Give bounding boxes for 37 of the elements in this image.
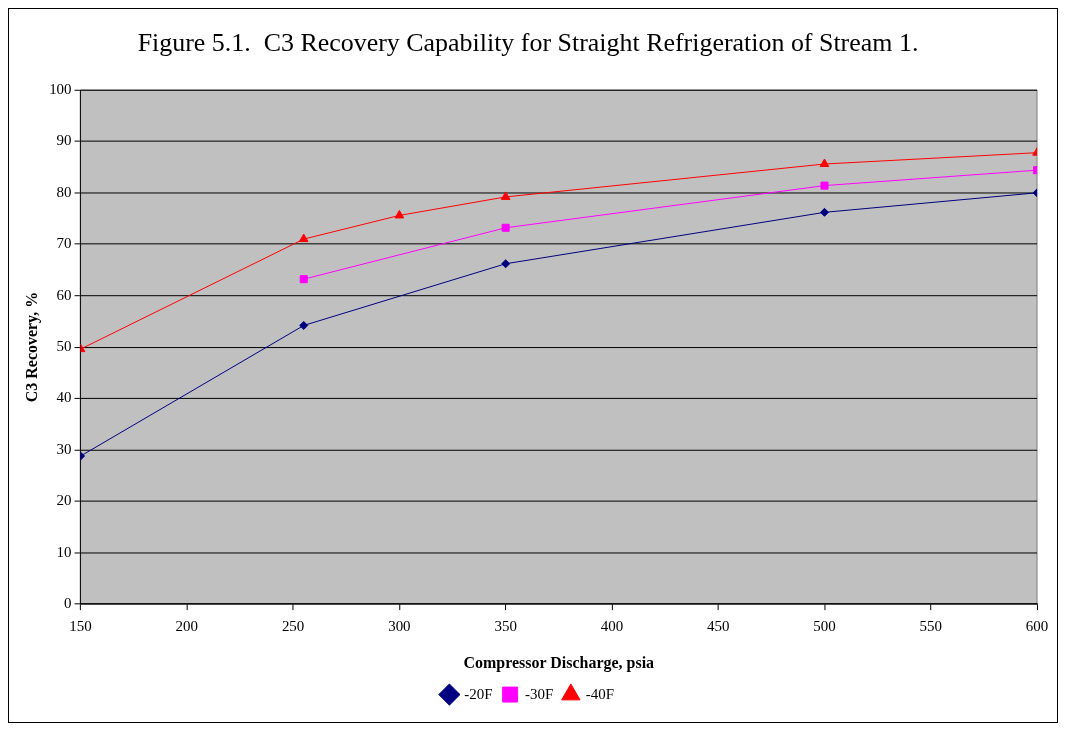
y-tick-label: 80 xyxy=(56,183,72,200)
chart-title: Figure 5.1. C3 Recovery Capability for Straight Refrigeration of Stream 1. xyxy=(137,28,919,58)
x-axis-title: Compressor Discharge, psia xyxy=(463,653,655,672)
point xyxy=(501,259,511,269)
y-tick-label: 90 xyxy=(56,132,72,149)
y-tick-label: 20 xyxy=(56,492,72,509)
x-tick-label: 400 xyxy=(600,618,624,634)
x-tick-label: 550 xyxy=(919,618,942,634)
y-tick-label: 30 xyxy=(56,440,72,457)
point xyxy=(298,233,309,243)
y-tick-label: 10 xyxy=(56,543,72,560)
legend-label: -20F xyxy=(464,685,493,702)
y-axis-title: C3 Recovery, % xyxy=(22,291,41,403)
y-tick-label: 50 xyxy=(56,337,72,354)
y-tick-label: 70 xyxy=(56,235,72,252)
point xyxy=(394,209,405,219)
point xyxy=(820,181,829,190)
x-tick-label: 150 xyxy=(69,618,92,634)
x-tick-label: 350 xyxy=(494,618,517,634)
point xyxy=(299,275,308,284)
point xyxy=(820,207,829,217)
legend-label: -40F xyxy=(585,685,615,702)
x-tick-label: 200 xyxy=(175,618,199,634)
y-tick-label: 100 xyxy=(49,80,72,97)
point xyxy=(819,158,830,167)
x-tick-label: 450 xyxy=(706,618,730,634)
point xyxy=(299,320,309,330)
y-tick-label: 60 xyxy=(56,286,72,303)
legend-label: -30F xyxy=(525,685,554,702)
x-tick-label: 300 xyxy=(388,618,411,634)
x-tick-label: 500 xyxy=(813,618,836,634)
point xyxy=(500,191,511,200)
y-tick-label: 0 xyxy=(64,595,72,612)
x-tick-label: 600 xyxy=(1025,618,1049,634)
x-tick-label: 250 xyxy=(281,618,305,634)
point xyxy=(501,223,510,232)
y-tick-label: 40 xyxy=(56,389,72,406)
